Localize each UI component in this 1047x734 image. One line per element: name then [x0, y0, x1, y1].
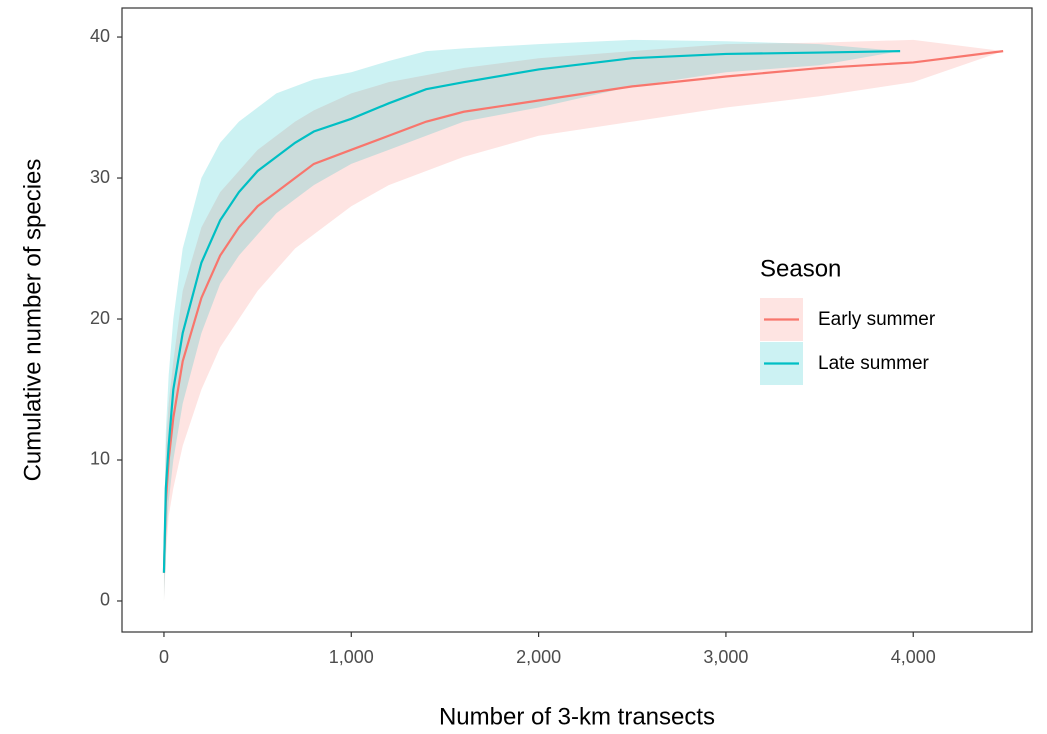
y-tick-label: 10 — [90, 449, 110, 469]
x-tick-label: 4,000 — [891, 647, 936, 667]
y-tick-label: 30 — [90, 167, 110, 187]
x-tick-label: 0 — [159, 647, 169, 667]
y-tick-label: 0 — [100, 590, 110, 610]
line — [162, 50, 901, 573]
x-tick-label: 1,000 — [329, 647, 374, 667]
x-tick-label: 2,000 — [516, 647, 561, 667]
panel-border — [121, 7, 1033, 633]
x-axis-title: Number of 3-km transects — [439, 703, 715, 730]
y-tick-label: 40 — [90, 26, 110, 46]
legend-label: Early summer — [818, 309, 936, 330]
line — [162, 50, 1004, 573]
legend-label: Late summer — [818, 353, 930, 374]
y-tick-label: 20 — [90, 308, 110, 328]
legend-title: Season — [760, 255, 841, 282]
y-axis-title: Cumulative number of species — [19, 159, 46, 482]
ribbon — [163, 39, 1004, 601]
x-tick-label: 3,000 — [703, 647, 748, 667]
